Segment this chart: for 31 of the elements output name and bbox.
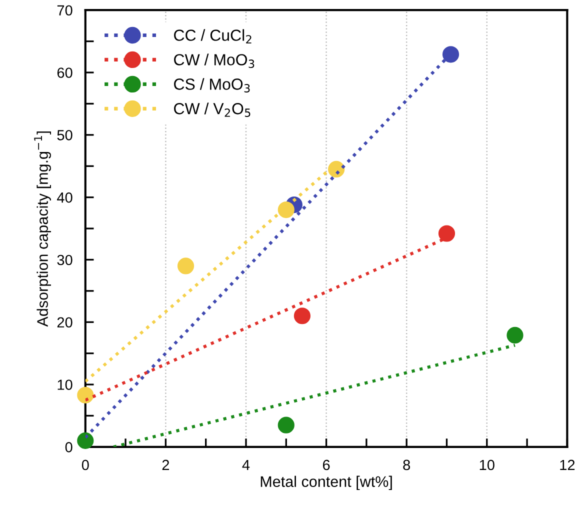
x-tick-label: 10	[480, 460, 494, 470]
legend-label: CW / MoO$_{3}$	[174, 54, 254, 68]
point	[442, 46, 460, 63]
point	[294, 308, 311, 324]
x-tick-label: 4	[242, 460, 250, 470]
point	[328, 160, 345, 178]
y-tick-label: 70	[57, 5, 72, 16]
point	[77, 432, 94, 449]
legend-label: CW / V$_{2}$O$_{5}$	[174, 102, 250, 117]
x-tick-label: 12	[560, 460, 575, 470]
y-tick-label: 60	[57, 68, 72, 78]
x-axis-title: Metal content [wt%]	[260, 476, 392, 490]
point	[177, 258, 194, 274]
point	[77, 386, 94, 404]
y-tick-label: 50	[57, 130, 72, 140]
y-axis-title: Adsorption capacity [mg.g$^{−1}$]	[34, 131, 51, 327]
point	[278, 416, 294, 434]
x-tick-label: 6	[322, 460, 330, 470]
y-tick-label: 40	[57, 192, 72, 203]
x-tick-label: 0	[82, 460, 89, 470]
y-tick-label: 0	[65, 442, 72, 452]
legend-label: CC / CuCl$_{2}$	[174, 29, 252, 44]
y-tick-label: 30	[57, 254, 72, 266]
x-tick-label: 8	[403, 460, 410, 470]
y-tick-label: 10	[58, 380, 72, 390]
point	[438, 225, 456, 242]
point	[278, 201, 294, 218]
y-tick-label: 20	[57, 317, 72, 328]
x-tick-label: 2	[162, 460, 170, 470]
legend-label: CS / MoO$_{3}$	[174, 78, 250, 92]
point	[506, 326, 524, 344]
